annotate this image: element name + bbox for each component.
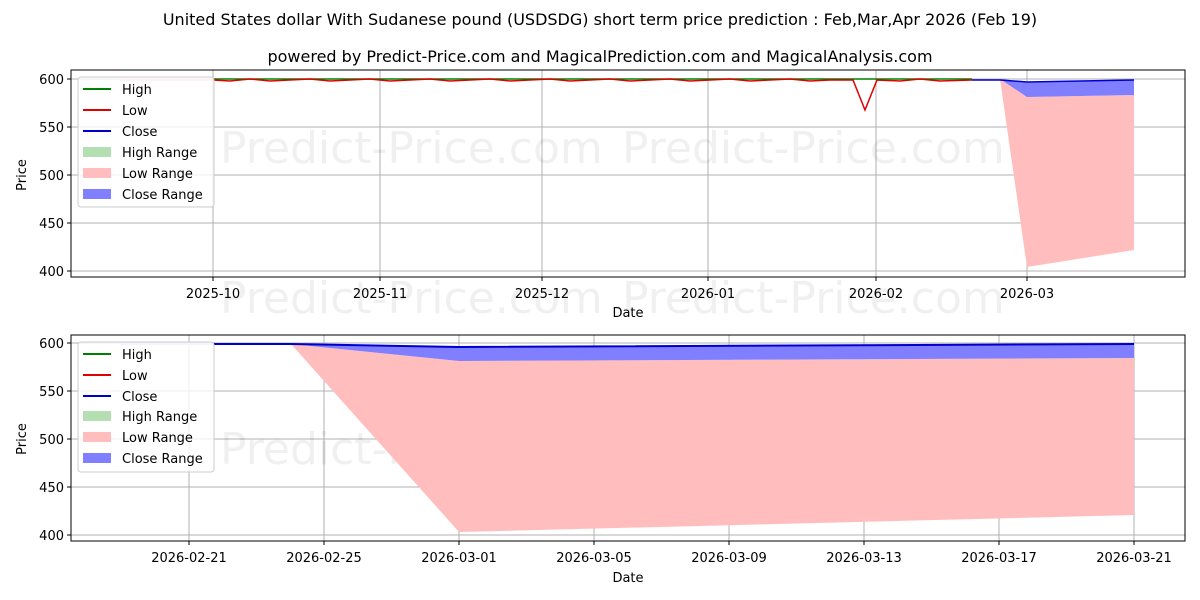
watermark: Predict-Price.com xyxy=(622,273,1005,324)
legend-high-range-swatch xyxy=(83,411,111,421)
bottom-x-ticks: 2026-02-21 2026-02-25 2026-03-01 2026-03… xyxy=(151,541,1172,566)
legend-close-label: Close xyxy=(122,390,157,405)
legend-close-range-label: Close Range xyxy=(122,188,203,203)
x-axis-label: Date xyxy=(612,306,643,321)
bottom-axes-frame xyxy=(70,334,1186,542)
chart-title: United States dollar With Sudanese pound… xyxy=(162,10,1038,29)
x-tick-label: 2026-03 xyxy=(1000,287,1054,302)
x-tick-label: 2026-02 xyxy=(849,287,903,302)
close-line xyxy=(972,79,1135,83)
x-tick-label: 2026-03-21 xyxy=(1096,551,1172,566)
top-chart: Predict-Price.com Predict-Price.com Pred… xyxy=(15,69,1186,324)
x-tick-label: 2026-03-13 xyxy=(826,551,902,566)
legend-high-range-swatch xyxy=(83,147,111,157)
legend-high-range-label: High Range xyxy=(122,146,197,161)
legend-high-label: High xyxy=(122,348,152,363)
y-tick-label: 400 xyxy=(39,265,64,280)
low-range-area xyxy=(291,344,1134,532)
watermark: Predict-Price.com xyxy=(220,123,603,174)
y-tick-label: 550 xyxy=(39,385,64,400)
x-axis-label: Date xyxy=(612,571,643,586)
legend-low-range-swatch xyxy=(83,168,111,178)
bottom-y-ticks: 600 550 500 450 400 xyxy=(39,337,71,544)
legend-low-label: Low xyxy=(122,104,148,119)
y-axis-label: Price xyxy=(15,423,30,455)
low-line xyxy=(212,78,973,113)
x-tick-label: 2026-03-05 xyxy=(556,551,632,566)
watermark: Predict-Price.com xyxy=(622,123,1005,174)
y-tick-label: 400 xyxy=(39,529,64,544)
x-tick-label: 2026-01 xyxy=(681,287,735,302)
legend-close-label: Close xyxy=(122,125,157,140)
y-tick-label: 500 xyxy=(39,433,64,448)
x-tick-label: 2026-03-17 xyxy=(961,551,1037,566)
top-y-ticks: 600 550 500 450 400 xyxy=(39,73,71,280)
top-x-ticks: 2025-10 2025-11 2025-12 2026-01 2026-02 … xyxy=(186,277,1054,302)
y-tick-label: 600 xyxy=(39,73,64,88)
x-tick-label: 2026-03-01 xyxy=(421,551,497,566)
top-legend: High Low Close High Range Low Range Clos… xyxy=(77,76,215,208)
bottom-legend: High Low Close High Range Low Range Clos… xyxy=(77,341,215,473)
y-tick-label: 450 xyxy=(39,217,64,232)
low-range-area xyxy=(1000,79,1134,267)
legend-close-range-swatch xyxy=(83,453,111,463)
legend-high-label: High xyxy=(122,83,152,98)
x-tick-label: 2026-02-21 xyxy=(151,551,227,566)
x-tick-label: 2025-11 xyxy=(353,287,407,302)
legend-low-range-label: Low Range xyxy=(122,167,193,182)
x-tick-label: 2026-03-09 xyxy=(691,551,767,566)
close-line xyxy=(214,343,1135,349)
legend-low-range-swatch xyxy=(83,432,111,442)
x-tick-label: 2026-02-25 xyxy=(286,551,362,566)
legend-close-range-label: Close Range xyxy=(122,452,203,467)
close-range-area xyxy=(1000,79,1134,97)
legend-low-label: Low xyxy=(122,369,148,384)
legend-low-range-label: Low Range xyxy=(122,431,193,446)
legend-high-range-label: High Range xyxy=(122,410,197,425)
x-tick-label: 2025-10 xyxy=(186,287,240,302)
watermark: Predict-Price.com xyxy=(220,273,603,324)
x-tick-label: 2025-12 xyxy=(515,287,569,302)
legend-close-range-swatch xyxy=(83,189,111,199)
y-tick-label: 550 xyxy=(39,121,64,136)
close-range-area xyxy=(291,344,1134,361)
y-tick-label: 500 xyxy=(39,169,64,184)
y-tick-label: 600 xyxy=(39,337,64,352)
y-tick-label: 450 xyxy=(39,481,64,496)
chart-subtitle: powered by Predict-Price.com and Magical… xyxy=(267,47,933,66)
top-axes-frame xyxy=(70,69,1186,278)
y-axis-label: Price xyxy=(15,159,30,191)
bottom-chart: Predict-Price.com Predict-Price.com 600 … xyxy=(15,334,1186,586)
